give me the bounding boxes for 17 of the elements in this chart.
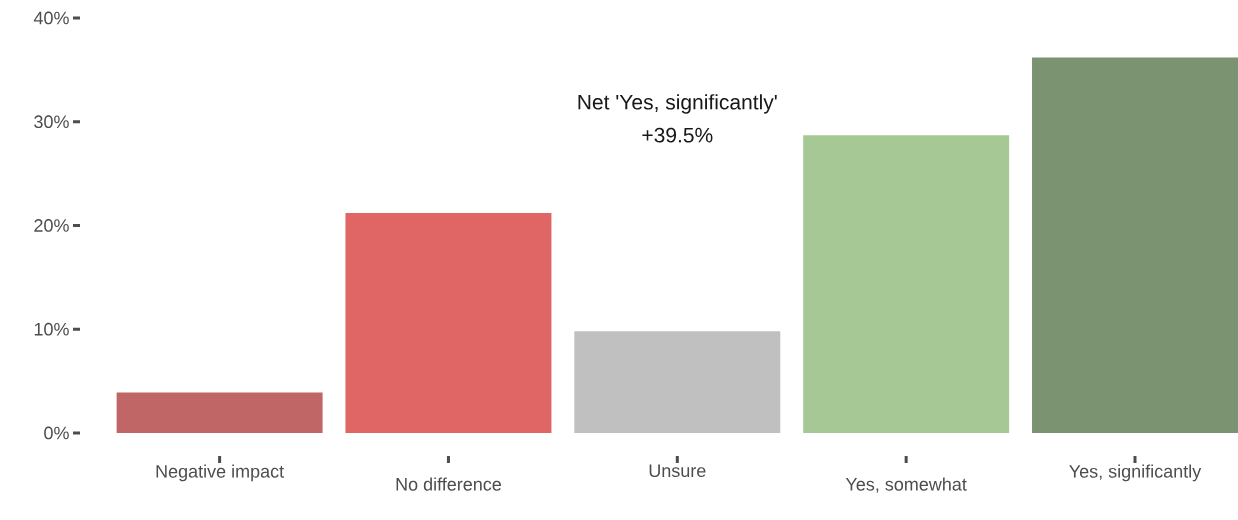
x-tick-label: Unsure [649, 464, 706, 478]
bar [574, 331, 781, 433]
y-tick-label: 0% [44, 426, 69, 440]
y-tick-label: 10% [34, 322, 69, 336]
y-tick-label: 40% [33, 11, 69, 25]
bar [116, 392, 323, 433]
annotation: Net 'Yes, significantly' [578, 94, 777, 114]
x-tick-label: Yes, somewhat [845, 477, 967, 493]
bar [803, 135, 1010, 433]
x-tick-label: No difference [396, 477, 502, 491]
x-tick-label: Negative impact [156, 464, 284, 482]
y-tick-label: 20% [34, 219, 69, 232]
annotation: +39.5% [642, 127, 713, 143]
y-tick-label: 30% [34, 115, 69, 129]
bar [1032, 57, 1238, 433]
x-tick-label: Yes, significantly [1069, 464, 1202, 482]
bar [345, 213, 552, 433]
